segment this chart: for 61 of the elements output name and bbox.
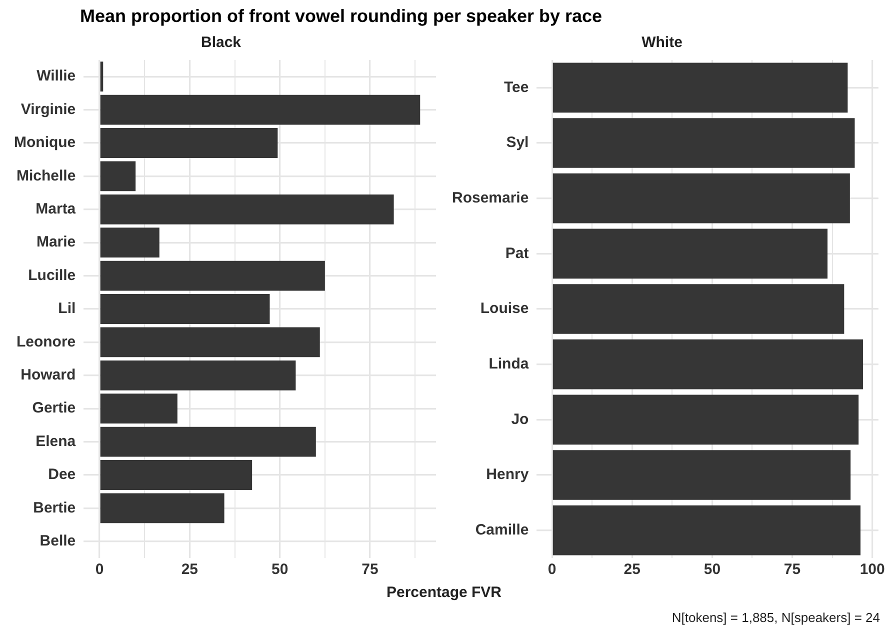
x-tick-label: 0 [95,561,104,578]
chart-subtitle: White [642,34,682,52]
x-tick-label: 25 [181,561,198,578]
bar [100,394,178,424]
y-tick-label: Henry [486,466,530,484]
bar [100,360,296,390]
y-tick-label: Monique [14,134,76,152]
bar [100,327,320,358]
y-tick-label: Gertie [32,400,76,417]
bar [100,493,224,524]
y-tick-label: Howard [20,366,76,384]
chart-subtitle: Black [200,34,242,52]
y-tick-label: Elena [36,432,76,450]
y-tick-label: Rosemarie [452,189,529,206]
y-tick-label: Willie [36,68,76,85]
bar [100,161,136,192]
x-axis-title: Percentage FVR [385,584,503,601]
x-tick-label: 75 [784,561,801,578]
bar [100,128,278,158]
bar [552,118,855,168]
y-tick-label: Lil [58,300,76,318]
text: N[tokens] = 1,885, N[speakers] = 24 [672,610,880,625]
y-tick-label: Virginie [20,100,76,118]
bar [100,260,325,291]
bar [100,426,316,457]
y-tick-label: Tee [504,78,529,96]
y-tick-label: Louise [480,300,529,318]
y-tick-label: Jo [511,410,529,428]
y-tick-label: Marta [36,200,76,218]
y-tick-label: Leonore [16,333,76,350]
y-tick-label: Belle [40,532,76,550]
bar [552,339,864,390]
y-tick-label: Camille [475,521,529,538]
bar [100,62,104,92]
bar [100,94,420,125]
bar [552,284,844,334]
x-tick-label: 50 [272,561,288,578]
chart-title: Mean proportion of front vowel rounding per speaker by race [80,6,602,27]
bar [552,394,859,445]
bar [552,228,828,279]
y-tick-label: Pat [505,244,529,262]
y-tick-label: Syl [506,134,529,152]
x-tick-label: 25 [624,561,640,578]
x-tick-label: 0 [548,561,556,578]
bar [552,173,850,224]
bar [552,505,860,556]
bar [100,294,270,324]
bar [100,228,160,258]
x-tick-label: 75 [362,561,378,578]
bar [552,62,848,113]
y-tick-label: Dee [48,466,76,484]
y-tick-label: Lucille [28,266,76,284]
y-tick-label: Linda [488,355,530,372]
x-tick-label: 100 [860,561,885,578]
y-tick-label: Michelle [16,167,76,184]
y-tick-label: Marie [36,234,76,251]
bar [100,460,252,490]
bar [552,450,851,500]
x-tick-label: 50 [704,561,721,578]
bar [100,194,394,224]
y-tick-label: Bertie [33,499,76,516]
